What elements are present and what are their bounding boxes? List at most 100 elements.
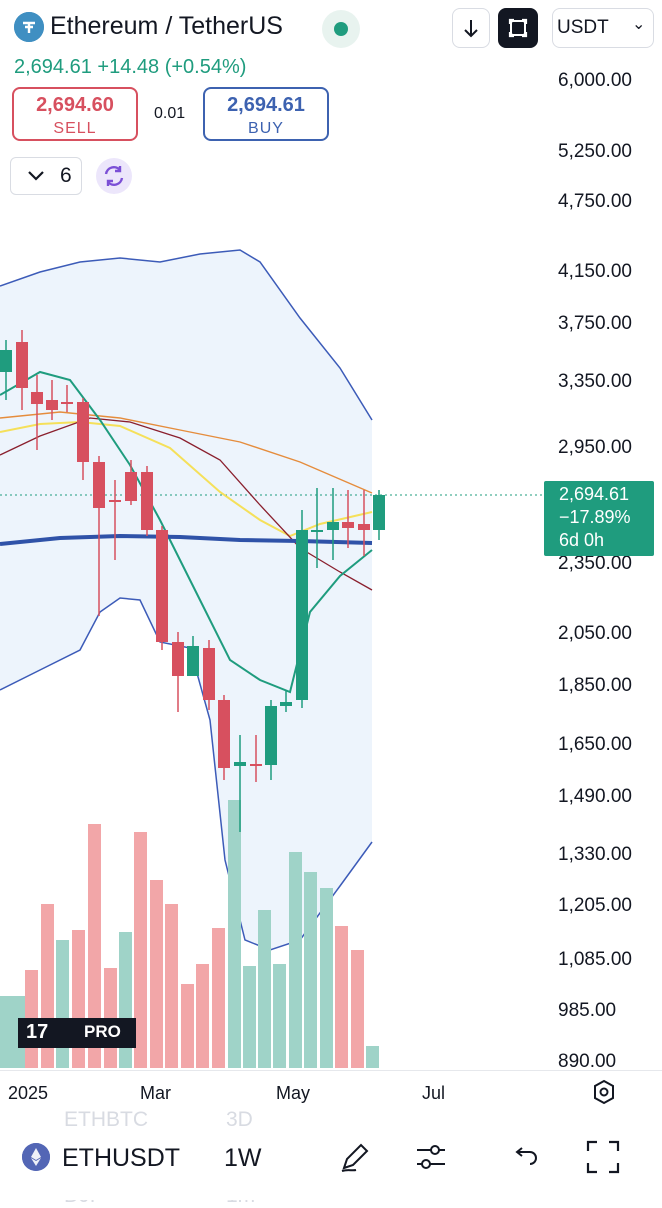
- price-tick-label: 890.00: [558, 1051, 617, 1072]
- symbol-title[interactable]: Ethereum / TetherUS: [50, 12, 283, 40]
- last-price: 2,694.61: [14, 56, 92, 78]
- candle-body: [187, 646, 199, 676]
- current-change-pct: −17.89%: [559, 507, 631, 527]
- sell-button[interactable]: 2,694.60 SELL: [12, 87, 138, 141]
- volume-bar: [0, 996, 13, 1068]
- candle-body: [234, 762, 246, 766]
- ma-teal-line: [0, 370, 373, 694]
- volume-bar: [88, 824, 101, 1068]
- fullscreen-button[interactable]: [498, 8, 538, 48]
- price-tick-label: 2,950.00: [558, 437, 632, 458]
- price-change: +14.48: [97, 56, 160, 78]
- candle-body: [156, 530, 168, 642]
- volume-bar: [273, 964, 286, 1068]
- volume-bar: [134, 832, 147, 1068]
- candle-body: [342, 522, 354, 528]
- indicator-count: 6: [60, 164, 72, 187]
- volume-bar: [212, 928, 225, 1068]
- candlesticks[interactable]: [0, 330, 385, 832]
- bollinger-band-fill: [0, 250, 372, 950]
- spread-value: 0.01: [154, 105, 186, 122]
- price-summary: 2,694.61 +14.48 (+0.54%): [14, 56, 246, 79]
- sell-price: 2,694.60: [36, 94, 114, 116]
- download-button[interactable]: [452, 8, 490, 48]
- buy-button[interactable]: 2,694.61 BUY: [203, 87, 329, 141]
- volume-bar: [181, 984, 194, 1068]
- candle-body: [327, 522, 339, 530]
- candle-body: [77, 402, 89, 462]
- candle-body: [93, 462, 105, 508]
- expand-icon: [508, 18, 528, 38]
- price-tick-label: 1,085.00: [558, 949, 632, 970]
- ma-darkred-line: [0, 417, 373, 591]
- price-tick-label: 1,205.00: [558, 895, 632, 916]
- symbol-selector[interactable]: ETHUSDT: [62, 1144, 181, 1172]
- arrow-down-icon: [464, 20, 478, 38]
- price-tick-label: 2,350.00: [558, 553, 632, 574]
- candle-body: [280, 702, 292, 706]
- price-tick-label: 3,350.00: [558, 371, 632, 392]
- ghost-interval-row: 3D: [226, 1108, 253, 1131]
- undo-button[interactable]: [506, 1138, 544, 1181]
- bollinger-upper-line: [0, 249, 373, 421]
- price-tick-label: 1,650.00: [558, 734, 632, 755]
- candle-body: [250, 764, 262, 766]
- candle-body: [0, 350, 12, 372]
- candle-body: [218, 700, 230, 768]
- price-tick-label: 3,750.00: [558, 313, 632, 334]
- volume-bar: [150, 880, 163, 1068]
- volume-bar: [258, 910, 271, 1068]
- refresh-icon: [104, 166, 124, 186]
- tv-logo-icon: 17: [26, 1021, 49, 1043]
- volume-bar: [243, 966, 256, 1068]
- volume-bar: [304, 872, 317, 1068]
- buy-label: BUY: [248, 120, 284, 137]
- indicators-settings-button[interactable]: [412, 1138, 450, 1181]
- volume-bar: [165, 904, 178, 1068]
- volume-bar: [366, 1046, 379, 1068]
- market-open-dot-icon: [334, 22, 348, 36]
- ghost-symbol-row: ETHBTC: [64, 1108, 148, 1131]
- price-tick-label: 5,250.00: [558, 141, 632, 162]
- time-label: Mar: [140, 1083, 171, 1103]
- ma-orange-line: [0, 411, 373, 494]
- axis-settings-icon[interactable]: [590, 1078, 618, 1111]
- fullscreen-toggle-button[interactable]: [584, 1138, 622, 1181]
- price-change-pct: (+0.54%): [164, 56, 247, 78]
- current-price-value: 2,694.61: [559, 484, 630, 504]
- sync-button[interactable]: [96, 158, 132, 194]
- volume-bar: [56, 940, 69, 1068]
- price-tick-label: 1,850.00: [558, 675, 632, 696]
- undo-icon: [515, 1147, 537, 1165]
- indicators-toggle-button[interactable]: [10, 157, 82, 195]
- fullscreen-icon: [586, 1140, 620, 1174]
- time-label: May: [276, 1083, 311, 1103]
- sliders-icon: [417, 1145, 445, 1169]
- drawing-tool-button[interactable]: [336, 1138, 374, 1181]
- volume-bar: [228, 800, 241, 1068]
- volume-bar: [289, 852, 302, 1068]
- price-tick-label: 1,490.00: [558, 786, 632, 807]
- candle-body: [31, 392, 43, 404]
- sell-label: SELL: [53, 120, 97, 137]
- currency-select-value: USDT: [557, 17, 609, 38]
- bottom-toolbar: [0, 1130, 662, 1200]
- price-tick-label: 985.00: [558, 1000, 617, 1021]
- buy-price: 2,694.61: [227, 94, 305, 116]
- currency-select[interactable]: [552, 8, 654, 48]
- volume-bar: [335, 926, 348, 1068]
- candle-body: [358, 524, 370, 530]
- symbol-logo-icon: [14, 12, 44, 42]
- volume-bar: [320, 888, 333, 1068]
- time-axis[interactable]: [0, 1070, 662, 1115]
- candle-body: [109, 500, 121, 502]
- price-tick-label: 1,330.00: [558, 844, 632, 865]
- candle-body: [265, 706, 277, 765]
- candle-body: [61, 402, 73, 404]
- bar-countdown: 6d 0h: [559, 530, 605, 550]
- price-chart[interactable]: [0, 230, 545, 1070]
- candle-body: [172, 642, 184, 676]
- chevron-down-icon: [25, 164, 47, 191]
- chevron-down-icon: ⌄: [632, 16, 646, 33]
- interval-selector[interactable]: 1W: [224, 1144, 262, 1172]
